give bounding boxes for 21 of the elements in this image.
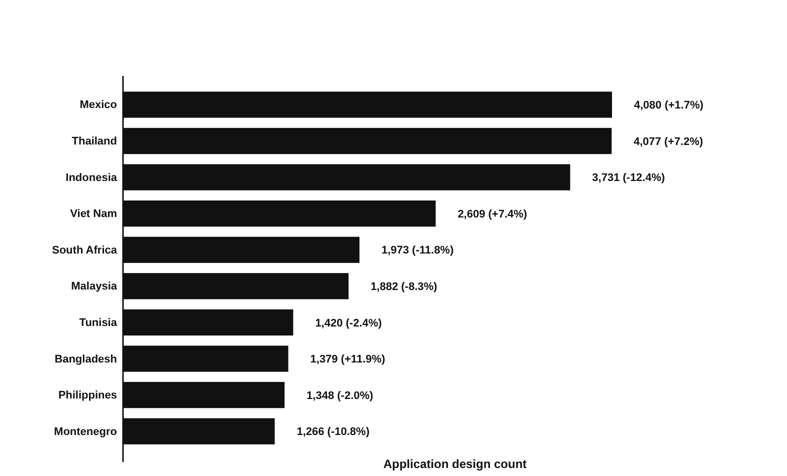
- y-tick-label: Viet Nam: [70, 208, 118, 220]
- data-label: 1,266 (-10.8%): [296, 426, 370, 438]
- y-tick-label: Tunisia: [79, 316, 118, 329]
- data-label: 2,609 (+7.4%): [458, 208, 528, 220]
- data-label: 3,731 (-12.4%): [592, 172, 666, 184]
- y-tick-label: Indonesia: [66, 172, 118, 184]
- x-axis-title: Application design count: [383, 457, 527, 471]
- y-tick-label: Montenegro: [54, 426, 118, 438]
- y-tick-label: Bangladesh: [54, 353, 118, 366]
- data-label: 1,973 (-11.8%): [381, 244, 454, 257]
- data-label: 1,882 (-8.3%): [370, 280, 438, 293]
- data-label: 1,420 (-2.4%): [315, 317, 382, 330]
- y-tick-label: Mexico: [80, 99, 118, 112]
- y-tick-label: Malaysia: [71, 280, 118, 293]
- data-label: 4,080 (+1.7%): [634, 100, 704, 112]
- y-tick-label: Thailand: [72, 136, 117, 148]
- data-label: 1,348 (-2.0%): [306, 390, 374, 402]
- y-tick-label: Philippines: [58, 390, 117, 402]
- data-label: 4,077 (+7.2%): [634, 136, 704, 148]
- y-tick-label: South Africa: [52, 244, 118, 256]
- data-label: 1,379 (+11.9%): [310, 354, 386, 366]
